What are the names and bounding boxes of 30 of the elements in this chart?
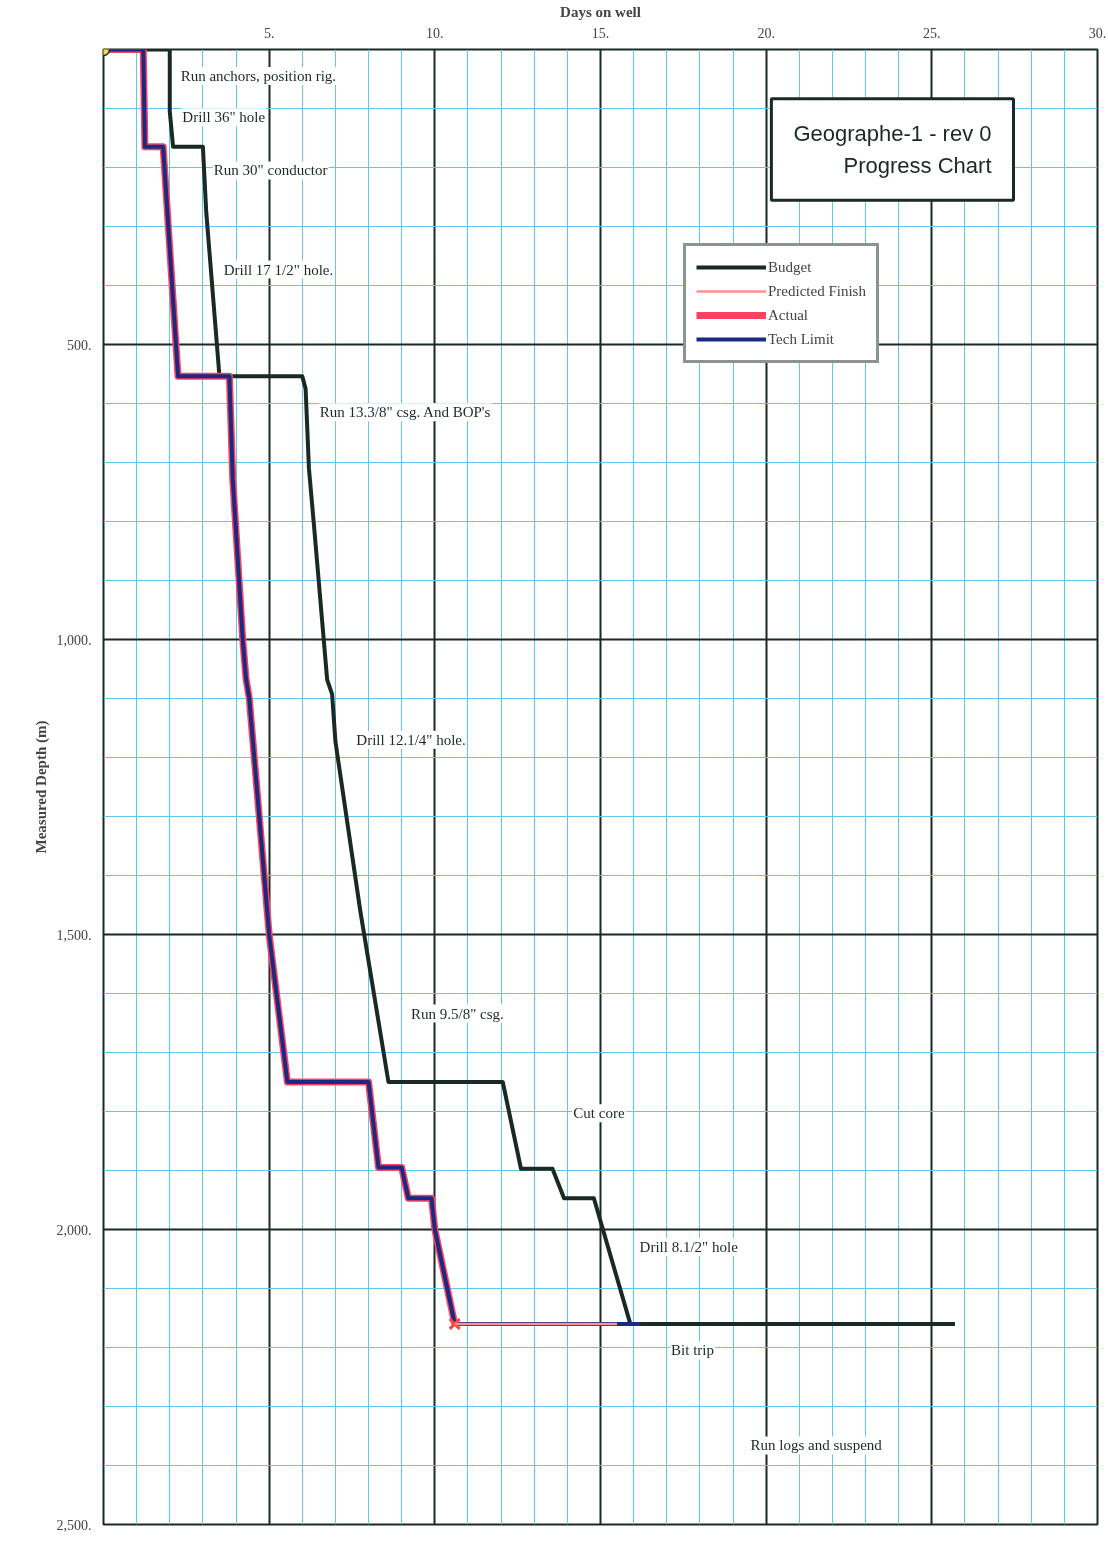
y-tick-label: 500. <box>67 337 92 353</box>
annotation: Run 9.5/8" csg. <box>410 1005 504 1022</box>
annotation: Run 30" conductor <box>213 162 328 179</box>
legend-label: Budget <box>768 257 812 277</box>
annotation: Run anchors, position rig. <box>180 68 337 85</box>
annotation: Cut core <box>573 1105 625 1122</box>
annotation: Drill 8.1/2" hole <box>639 1239 739 1256</box>
legend-label: Tech Limit <box>768 329 835 349</box>
legend-label: Predicted Finish <box>768 281 866 301</box>
annotation: Drill 12.1/4" hole. <box>356 731 466 748</box>
annotation: Run 13.3/8" csg. And BOP's <box>319 404 491 421</box>
text: Geographe-1 - rev 0 <box>793 120 992 146</box>
y-tick-label: 2,000. <box>56 1222 92 1238</box>
annotation: Bit trip <box>671 1342 714 1359</box>
x-tick-label: 20. <box>757 25 775 41</box>
annotation: Run logs and suspend <box>750 1437 883 1454</box>
y-tick-label: 1,000. <box>56 632 92 648</box>
x-tick-label: 30. <box>1088 25 1107 41</box>
x-tick-label: 5. <box>263 25 275 41</box>
legend-label: Actual <box>768 305 808 325</box>
x-tick-label: 10. <box>426 25 444 41</box>
y-tick-label: 2,500. <box>56 1517 92 1533</box>
x-tick-label: 25. <box>923 25 941 41</box>
y-tick-label: 1,500. <box>56 927 92 943</box>
text: Progress Chart <box>843 153 992 179</box>
x-axis-title: Days on well <box>560 3 641 20</box>
annotation: Drill 36" hole <box>182 109 266 126</box>
y-axis-title: Measured Depth (m) <box>32 720 50 854</box>
annotation: Drill 17 1/2" hole. <box>223 261 334 278</box>
x-tick-label: 15. <box>591 25 610 41</box>
